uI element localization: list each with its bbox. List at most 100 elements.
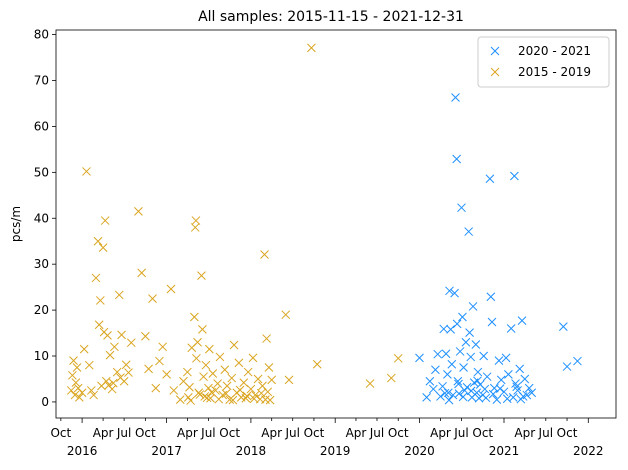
data-point xyxy=(74,392,84,402)
x-minor-tick-label: Oct xyxy=(50,426,71,440)
data-point xyxy=(82,167,91,176)
data-point xyxy=(162,370,171,379)
data-point xyxy=(452,319,462,329)
x-major-tick-label: 2017 xyxy=(151,444,182,458)
data-point xyxy=(94,320,104,330)
data-point xyxy=(249,394,259,404)
data-point xyxy=(465,328,474,337)
data-point xyxy=(466,386,476,396)
y-tick-label: 30 xyxy=(34,257,49,271)
x-minor-tick-label: Oct xyxy=(304,426,325,440)
data-point xyxy=(248,353,258,363)
data-point xyxy=(126,338,136,348)
data-point xyxy=(151,383,161,393)
data-point xyxy=(487,317,497,327)
data-point xyxy=(124,368,133,377)
data-point xyxy=(284,375,294,385)
data-point xyxy=(101,376,111,386)
x-minor-tick-label: Apr xyxy=(177,426,198,440)
data-point xyxy=(386,373,396,383)
data-point xyxy=(186,396,195,405)
legend-marker xyxy=(490,46,500,56)
data-point xyxy=(108,378,118,388)
data-point xyxy=(307,43,316,53)
data-point xyxy=(137,268,147,278)
data-point xyxy=(485,174,495,184)
data-point xyxy=(468,302,478,311)
data-point xyxy=(267,375,277,385)
data-point xyxy=(457,203,466,213)
data-point xyxy=(71,378,81,387)
data-point xyxy=(189,312,199,322)
data-point xyxy=(100,216,110,225)
data-point xyxy=(198,325,207,334)
x-major-tick-label: 2018 xyxy=(236,444,267,458)
y-tick-label: 40 xyxy=(34,211,49,225)
x-minor-tick-label: Apr xyxy=(261,426,282,440)
x-major-tick-label: 2016 xyxy=(67,444,98,458)
data-point xyxy=(235,385,245,395)
x-minor-tick-label: Jul xyxy=(116,426,131,440)
data-point xyxy=(190,223,200,232)
data-point xyxy=(158,342,168,352)
data-point xyxy=(207,387,216,397)
legend-item: 2015 - 2019 xyxy=(490,65,591,79)
data-point xyxy=(425,376,435,386)
data-point xyxy=(260,250,269,259)
data-point xyxy=(77,388,87,398)
data-point xyxy=(440,388,450,398)
data-point xyxy=(213,379,223,388)
data-point xyxy=(121,360,131,370)
data-point xyxy=(466,352,476,362)
data-point xyxy=(312,359,322,369)
data-point xyxy=(527,388,537,398)
x-minor-tick-label: Apr xyxy=(346,426,367,440)
data-point xyxy=(192,353,201,363)
data-point xyxy=(225,395,235,404)
data-point xyxy=(496,375,506,385)
data-point xyxy=(253,374,263,384)
data-point xyxy=(486,292,496,302)
x-minor-tick-label: Oct xyxy=(388,426,409,440)
data-point xyxy=(197,271,206,281)
data-point xyxy=(524,383,534,393)
data-point xyxy=(234,358,244,368)
data-point xyxy=(479,351,489,361)
data-point xyxy=(428,384,438,394)
data-point xyxy=(220,365,230,375)
data-point xyxy=(66,386,76,395)
data-point xyxy=(104,381,114,390)
data-point xyxy=(431,365,440,375)
data-point xyxy=(222,381,232,391)
data-point xyxy=(464,227,474,236)
x-minor-tick-label: Jul xyxy=(453,426,468,440)
data-point xyxy=(451,93,460,102)
data-point xyxy=(450,288,459,298)
data-point xyxy=(471,340,481,349)
legend-label: 2020 - 2021 xyxy=(518,44,591,58)
series-2015-2019 xyxy=(66,43,403,405)
data-point xyxy=(512,382,522,392)
data-point xyxy=(183,367,192,377)
x-minor-tick-label: Apr xyxy=(93,426,114,440)
data-point xyxy=(506,324,516,333)
data-point xyxy=(202,393,212,403)
data-point xyxy=(227,373,237,383)
x-minor-tick-label: Oct xyxy=(472,426,493,440)
data-point xyxy=(95,296,105,305)
data-point xyxy=(242,391,252,401)
data-point xyxy=(169,386,179,395)
chart-title: All samples: 2015-11-15 - 2021-12-31 xyxy=(198,9,464,25)
y-tick-label: 50 xyxy=(34,165,49,179)
data-point xyxy=(200,392,210,401)
data-point xyxy=(221,389,231,399)
data-point xyxy=(415,353,424,363)
data-point xyxy=(204,344,214,354)
x-minor-tick-label: Apr xyxy=(514,426,535,440)
data-point xyxy=(256,388,266,398)
data-point xyxy=(175,395,185,404)
data-point xyxy=(116,373,125,382)
data-point xyxy=(436,392,445,401)
x-minor-tick-label: Jul xyxy=(284,426,299,440)
